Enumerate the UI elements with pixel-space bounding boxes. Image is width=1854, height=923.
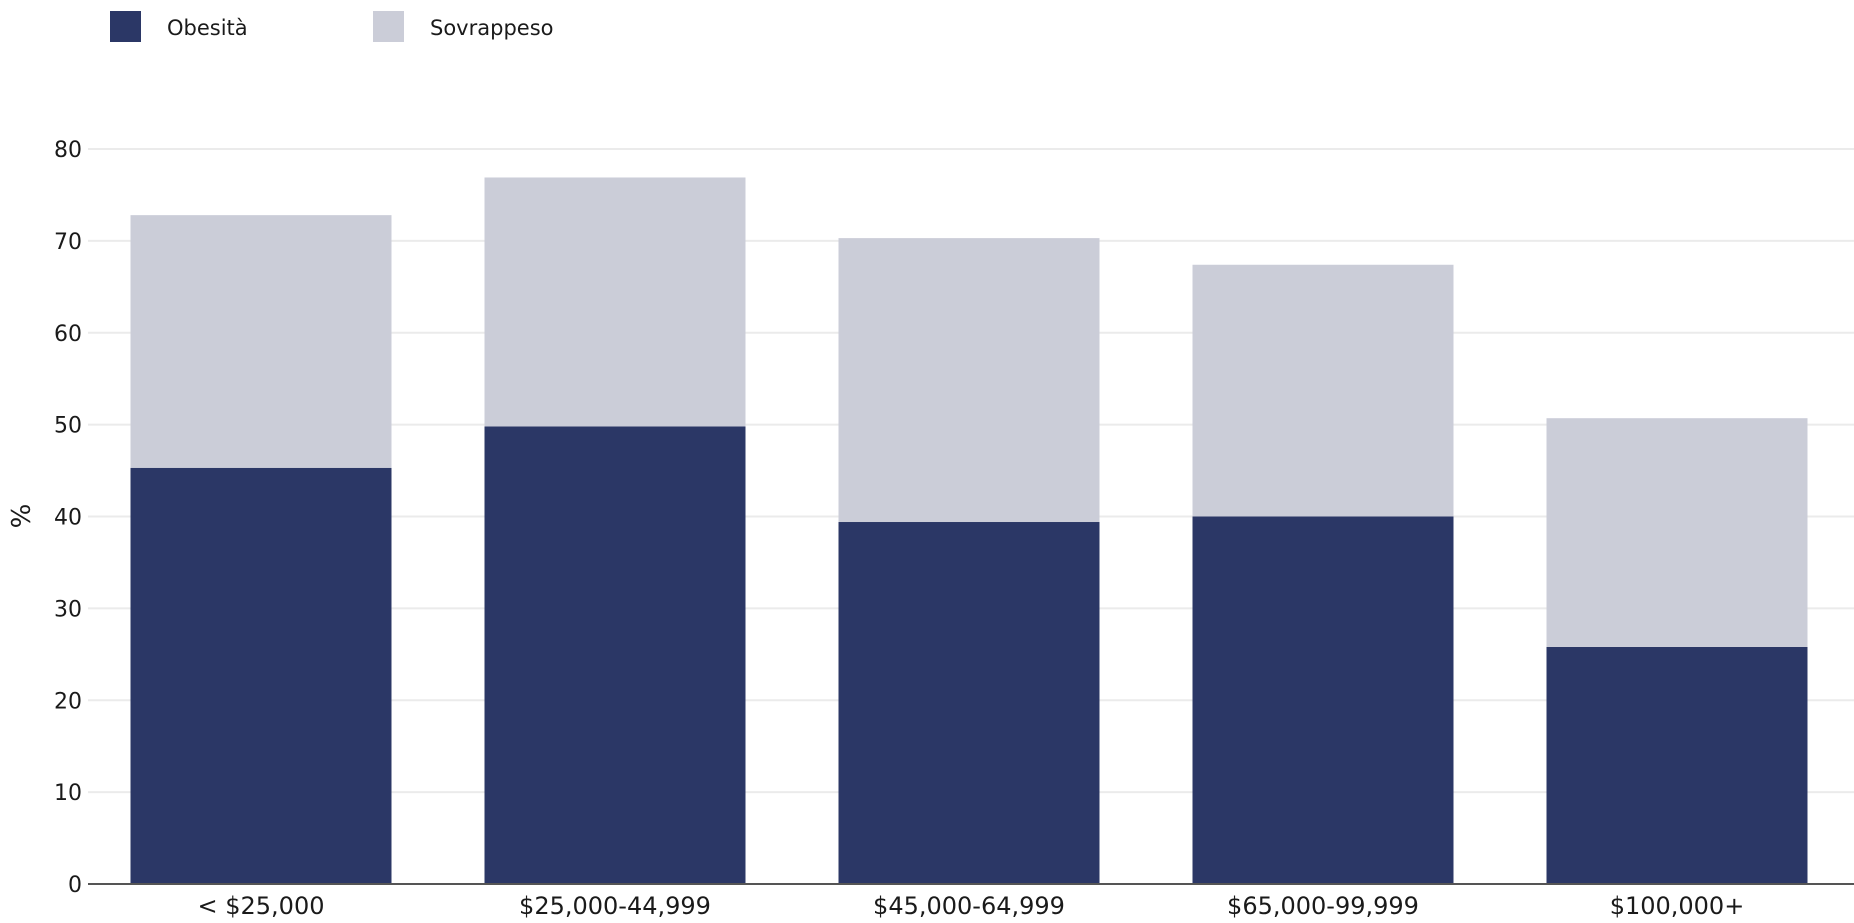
bar-obesita-4 [1193,517,1454,885]
x-tick-label: $65,000-99,999 [1227,892,1419,920]
legend-label-1: Obesità [167,16,248,40]
y-axis-title: % [7,504,37,529]
y-tick-label: 70 [54,230,82,255]
bar-sovrappeso-4 [1193,265,1454,517]
x-tick-label: $25,000-44,999 [519,892,711,920]
bar-sovrappeso-5 [1547,418,1808,647]
bar-sovrappeso-3 [839,238,1100,522]
bar-obesita-1 [131,468,392,884]
bar-sovrappeso-2 [485,177,746,426]
y-axis-ticks: 0 10 20 30 40 50 60 70 80 [54,138,82,898]
bar-sovrappeso-1 [131,215,392,468]
y-tick-label: 0 [68,873,82,898]
y-tick-label: 40 [54,506,82,531]
x-tick-label: $45,000-64,999 [873,892,1065,920]
x-tick-label: $100,000+ [1610,892,1745,920]
legend-label-2: Sovrappeso [430,16,553,40]
x-axis-ticks: < $25,000 $25,000-44,999 $45,000-64,999 $65… [198,892,1745,920]
x-tick-label: < $25,000 [198,892,325,920]
bars [131,177,1808,884]
y-tick-label: 20 [54,689,82,714]
legend: Obesità Sovrappeso [110,11,553,42]
bar-obesita-2 [485,426,746,884]
bar-obesita-3 [839,522,1100,884]
y-tick-label: 80 [54,138,82,163]
bar-obesita-5 [1547,647,1808,884]
legend-swatch-1 [110,11,141,42]
y-tick-label: 10 [54,781,82,806]
y-tick-label: 50 [54,414,82,439]
y-tick-label: 60 [54,322,82,347]
y-tick-label: 30 [54,597,82,622]
legend-swatch-2 [373,11,404,42]
